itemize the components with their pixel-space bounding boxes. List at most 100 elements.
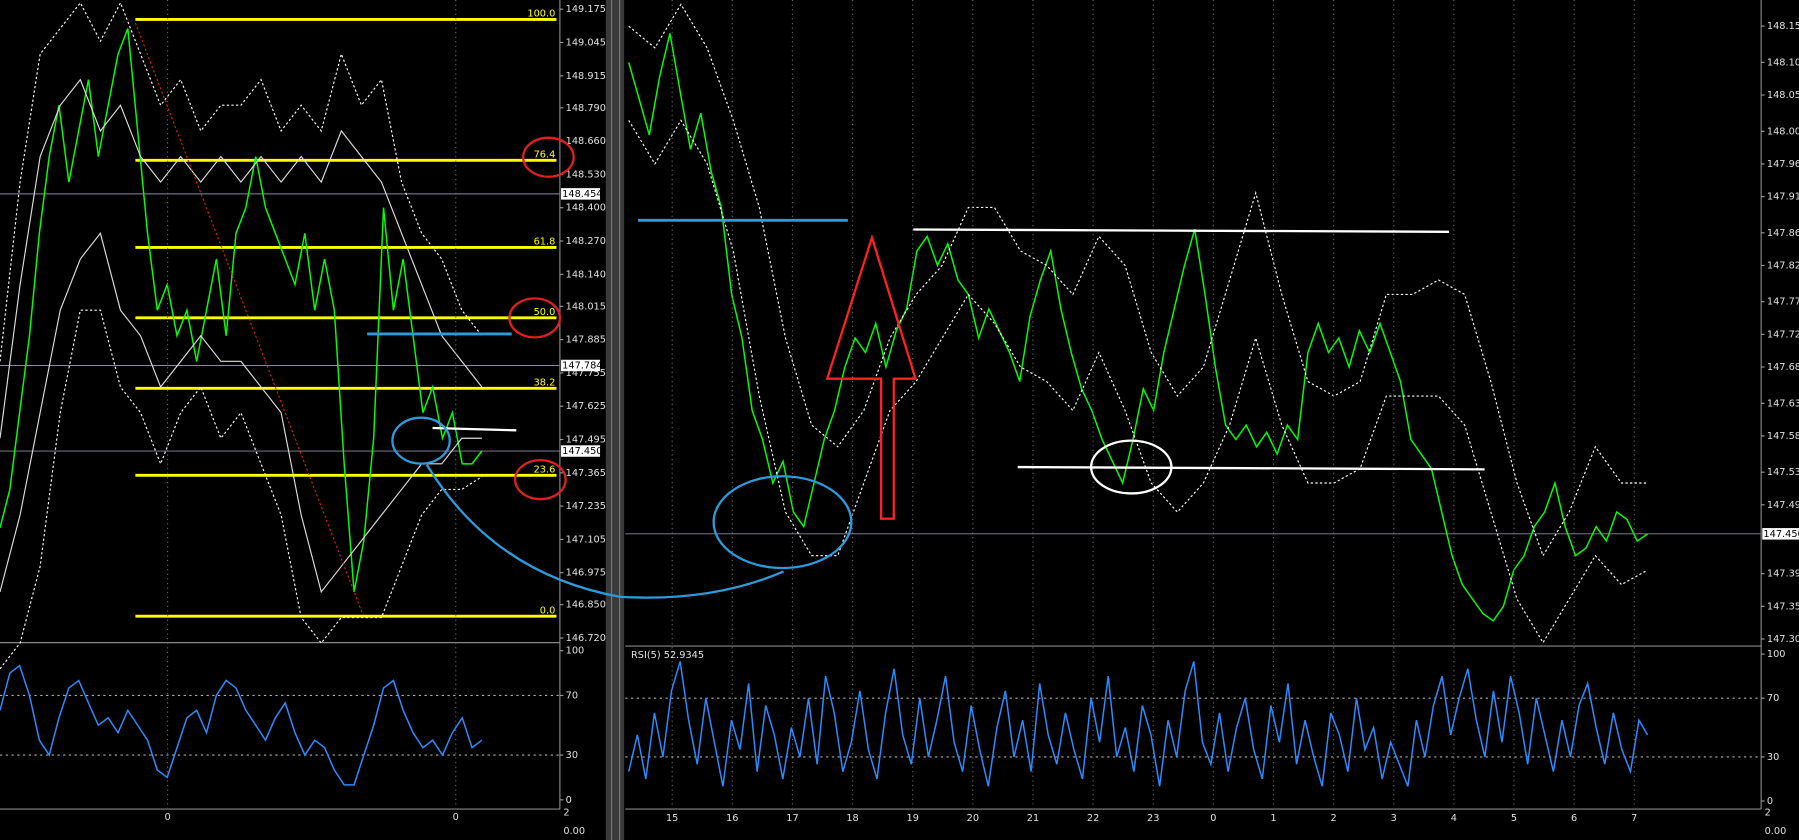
band-line — [0, 78, 483, 439]
highlight-ellipse — [508, 297, 562, 339]
y-tick-label: 30 — [1767, 752, 1779, 763]
x-tick-label: 5 — [1511, 813, 1517, 824]
price-label-box — [561, 359, 601, 372]
y-tick-label: 147.235 — [566, 501, 606, 512]
fib-label: 100.0 — [527, 9, 555, 20]
y-tick-label: 147.585 — [1767, 431, 1799, 442]
y-tick-label: 147.915 — [1767, 192, 1799, 203]
axis-note: 2 — [563, 807, 569, 818]
y-tick-label: 148.140 — [566, 269, 606, 280]
band-line — [0, 1, 483, 362]
x-tick-label: 17 — [786, 813, 798, 824]
x-tick-label: 2 — [1331, 813, 1337, 824]
price-label-box — [561, 445, 601, 457]
fib-label: 38.2 — [534, 378, 556, 389]
y-tick-label: 100 — [566, 646, 585, 657]
fib-label: 61.8 — [534, 237, 556, 248]
y-tick-label: 148.015 — [566, 301, 606, 312]
price-label: 147.450 — [1763, 529, 1799, 540]
highlight-ellipse — [1089, 439, 1173, 495]
x-tick-label: 22 — [1087, 813, 1099, 824]
band-line — [0, 309, 483, 670]
x-tick-label: 3 — [1391, 813, 1397, 824]
y-tick-label: 148.055 — [1767, 90, 1799, 101]
x-tick-label: 0 — [1210, 813, 1216, 824]
y-tick-label: 147.865 — [1767, 228, 1799, 239]
highlight-ellipse — [522, 136, 575, 178]
y-tick-label: 146.850 — [566, 600, 606, 611]
y-tick-label: 147.680 — [1767, 362, 1799, 373]
y-tick-label: 147.365 — [566, 468, 606, 479]
y-tick-label: 146.975 — [566, 568, 606, 579]
axis-note: 0.00 — [563, 826, 585, 837]
axis-note: 2 — [1765, 807, 1771, 818]
x-tick-label: 20 — [967, 813, 979, 824]
y-tick-label: 148.660 — [566, 136, 606, 147]
band-line — [628, 3, 1648, 557]
price-label: 147.450 — [562, 446, 602, 457]
x-tick-label: 0 — [453, 812, 459, 823]
highlight-ellipse — [514, 459, 567, 501]
y-tick-label: 70 — [1767, 693, 1779, 704]
indicator-label: RSI(5) 52.9345 — [631, 650, 704, 661]
y-tick-label: 0 — [566, 795, 572, 806]
x-tick-label: 6 — [1571, 813, 1577, 824]
price-label-box — [561, 188, 601, 200]
price-line-series — [628, 33, 1648, 622]
support-line — [1017, 465, 1485, 471]
x-tick-label: 4 — [1451, 813, 1457, 824]
y-tick-label: 146.720 — [566, 633, 606, 644]
price-line-series — [628, 661, 1649, 787]
x-tick-label: 7 — [1631, 813, 1637, 824]
axis-note: 0.00 — [1765, 826, 1787, 837]
fib-label: 76.4 — [534, 150, 556, 161]
y-tick-label: 147.350 — [1767, 601, 1799, 612]
y-tick-label: 147.755 — [566, 368, 606, 379]
fib-label: 50.0 — [534, 307, 556, 318]
y-tick-label: 0 — [1767, 796, 1773, 807]
highlight-ellipse — [712, 475, 853, 570]
y-tick-label: 148.400 — [566, 203, 606, 214]
y-tick-label: 148.005 — [1767, 126, 1799, 137]
fib-label: 0.0 — [540, 606, 556, 617]
y-tick-label: 147.770 — [1767, 297, 1799, 308]
y-tick-label: 147.960 — [1767, 159, 1799, 170]
y-tick-label: 147.495 — [566, 435, 606, 446]
price-label-box — [1762, 528, 1799, 540]
link-curve — [425, 464, 785, 599]
y-tick-label: 100 — [1767, 649, 1786, 660]
y-tick-label: 147.725 — [1767, 329, 1799, 340]
y-tick-label: 147.105 — [566, 534, 606, 545]
x-tick-label: 15 — [666, 813, 678, 824]
fib-label: 23.6 — [534, 465, 556, 476]
price-label: 147.784 — [562, 360, 602, 371]
x-tick-label: 18 — [846, 813, 858, 824]
y-tick-label: 148.150 — [1767, 21, 1799, 32]
price-line-series — [0, 28, 483, 593]
y-tick-label: 147.535 — [1767, 467, 1799, 478]
x-tick-label: 16 — [726, 813, 738, 824]
y-tick-label: 148.915 — [566, 71, 606, 82]
resistance-line — [913, 228, 1450, 233]
y-tick-label: 147.820 — [1767, 260, 1799, 271]
band-line — [0, 232, 482, 594]
x-tick-label: 1 — [1270, 813, 1276, 824]
x-tick-label: 23 — [1147, 813, 1159, 824]
y-tick-label: 147.305 — [1767, 634, 1799, 645]
y-tick-label: 147.630 — [1767, 398, 1799, 409]
y-tick-label: 147.395 — [1767, 569, 1799, 580]
annotations — [134, 22, 1485, 615]
panel-divider — [605, 0, 625, 840]
y-tick-label: 147.885 — [566, 335, 606, 346]
price-line-series — [0, 664, 483, 786]
x-tick-label: 0 — [164, 812, 170, 823]
price-label: 148.454 — [562, 189, 602, 200]
x-tick-label: 21 — [1027, 813, 1039, 824]
y-tick-label: 147.490 — [1767, 500, 1799, 511]
y-tick-label: 148.270 — [566, 236, 606, 247]
y-tick-label: 70 — [566, 690, 578, 701]
highlight-ellipse — [391, 416, 451, 465]
